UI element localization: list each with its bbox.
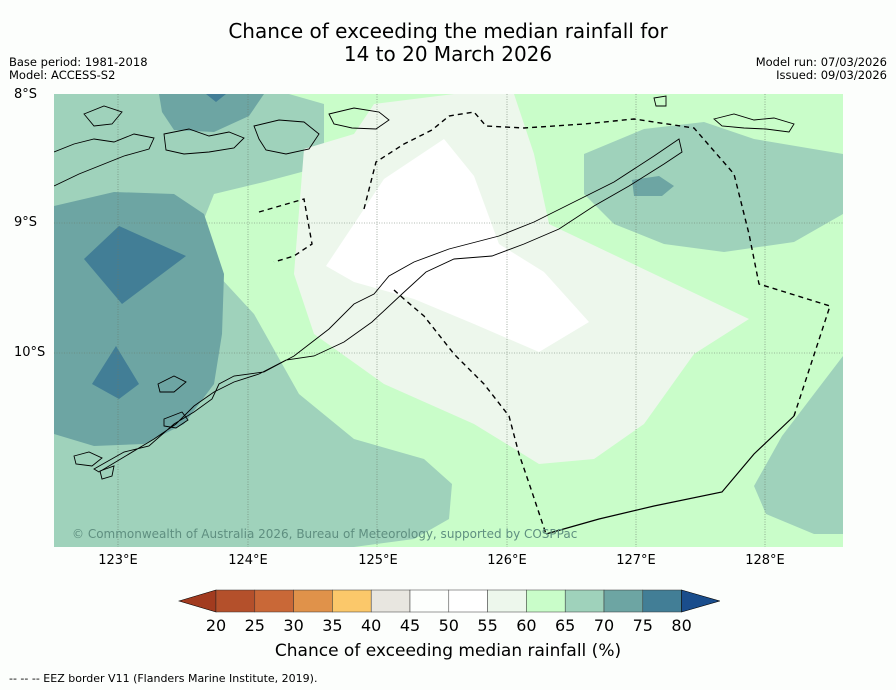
colorbar-segment (332, 589, 372, 613)
coastline-savu (157, 375, 189, 429)
title-line-1: Chance of exceeding the median rainfall … (228, 19, 668, 43)
model-name: Model: ACCESS-S2 (9, 68, 116, 82)
meta-left: Base period: 1981-2018 Model: ACCESS-S2 (9, 56, 148, 82)
colorbar-segment (603, 589, 644, 613)
colorbar-segment (564, 589, 605, 613)
lat-label-9s: 9°S (14, 215, 38, 230)
lon-label-125e: 125°E (358, 553, 398, 568)
colorbar-segments (178, 589, 720, 613)
colorbar-label: 75 (632, 616, 653, 635)
colorbar-extend-low (178, 589, 217, 613)
colorbar-label: 30 (283, 616, 304, 635)
title-line-2: 14 to 20 March 2026 (343, 42, 553, 66)
contour-75-80-core-1 (84, 226, 186, 304)
colorbar-label: 50 (438, 616, 459, 635)
contour-45-55 (326, 139, 589, 352)
colorbar-label: 40 (361, 616, 382, 635)
lon-label-127e: 127°E (616, 553, 656, 568)
colorbar-segment (254, 589, 294, 613)
coastline-northern-islands (54, 95, 795, 187)
colorbar-segment (215, 589, 256, 613)
lat-label-8s: 8°S (14, 87, 38, 102)
rainfall-map: © Commonwealth of Australia 2026, Bureau… (54, 94, 843, 547)
lon-label-128e: 128°E (745, 553, 785, 568)
colorbar-label: 60 (516, 616, 537, 635)
colorbar-label: 45 (399, 616, 421, 635)
colorbar-segment (409, 589, 450, 613)
contour-70-75-north (159, 94, 264, 132)
eez-border-south (545, 415, 795, 535)
graticule (54, 94, 843, 547)
colorbar-title: Chance of exceeding median rainfall (%) (274, 641, 622, 661)
colorbar-label: 35 (322, 616, 343, 635)
colorbar-label: 80 (671, 616, 692, 635)
colorbar-segment (293, 589, 333, 613)
colorbar (178, 589, 720, 613)
lon-label-123e: 123°E (98, 553, 138, 568)
lat-label-10s: 10°S (14, 345, 46, 360)
lon-label-124e: 124°E (228, 553, 268, 568)
contour-65-70-southeast (754, 356, 843, 534)
lon-label-126e: 126°E (487, 553, 527, 568)
colorbar-extend-high (681, 589, 720, 613)
colorbar-label: 70 (593, 616, 615, 635)
colorbar-segment (370, 589, 411, 613)
coastline-timor (93, 138, 683, 473)
copyright-text: © Commonwealth of Australia 2026, Bureau… (72, 527, 577, 541)
footer-eez-note: -- -- -- EEZ border V11 (Flanders Marine… (9, 672, 318, 685)
coastline-rote (73, 451, 115, 480)
colorbar-label: 25 (244, 616, 265, 635)
colorbar-segment (642, 589, 682, 613)
colorbar-label: 55 (477, 616, 498, 635)
contour-70-75-east (632, 176, 674, 196)
contour-75-80-core-3 (206, 94, 226, 102)
issued-date: Issued: 09/03/2026 (776, 68, 887, 82)
colorbar-segment (448, 589, 488, 613)
chart-title: Chance of exceeding the median rainfall … (0, 20, 896, 66)
colorbar-segment (487, 589, 527, 613)
colorbar-label: 65 (555, 616, 576, 635)
contour-75-80-core-2 (92, 346, 139, 399)
meta-right: Model run: 07/03/2026 Issued: 09/03/2026 (756, 56, 887, 82)
colorbar-label: 20 (205, 616, 227, 635)
colorbar-segment (526, 589, 566, 613)
contour-65-70-east (584, 122, 843, 252)
eez-border (258, 111, 831, 535)
model-run: Model run: 07/03/2026 (755, 55, 887, 69)
base-period: Base period: 1981-2018 (9, 55, 148, 69)
